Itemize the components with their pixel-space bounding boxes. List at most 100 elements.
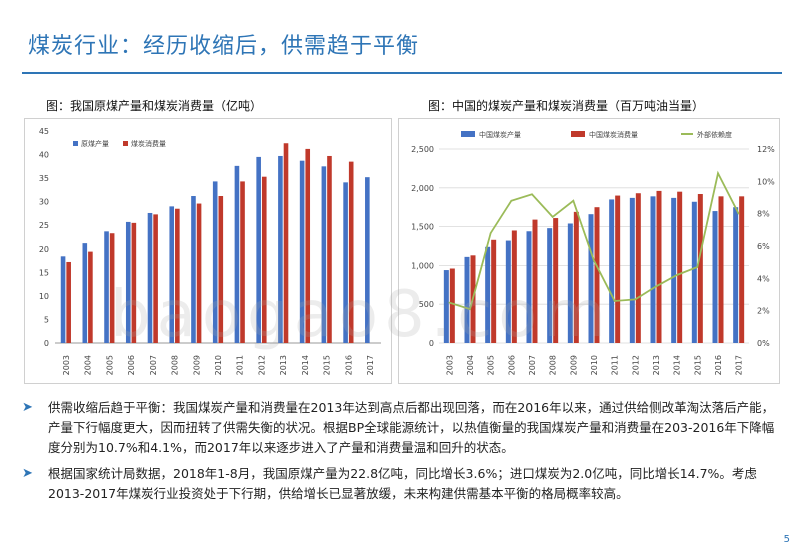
line-point bbox=[634, 298, 637, 301]
bar-consumption bbox=[240, 181, 245, 343]
x-tick-label: 2007 bbox=[528, 355, 537, 375]
line-point bbox=[613, 300, 616, 302]
y-tick-label: 500 bbox=[419, 300, 434, 309]
bar-consumption bbox=[88, 251, 93, 343]
y-tick-label: 2,500 bbox=[411, 145, 434, 154]
y-tick-label: 45 bbox=[39, 127, 49, 136]
y-tick-label: 5 bbox=[44, 315, 49, 324]
legend-label: 煤炭消费量 bbox=[131, 139, 166, 148]
y2-tick-label: 6% bbox=[757, 242, 770, 251]
bar-consumption bbox=[635, 193, 641, 343]
y2-tick-label: 10% bbox=[757, 177, 775, 186]
bar-production bbox=[343, 182, 348, 343]
bar-consumption bbox=[218, 196, 224, 343]
x-tick-label: 2006 bbox=[507, 355, 516, 375]
bullet-text-2: 根据国家统计局数据，2018年1-8月，我国原煤产量为22.8亿吨，同比增长3.… bbox=[48, 466, 757, 501]
x-tick-label: 2009 bbox=[569, 355, 578, 375]
line-point bbox=[593, 259, 595, 262]
bullet-item-2: ➤ 根据国家统计局数据，2018年1-8月，我国原煤产量为22.8亿吨，同比增长… bbox=[22, 464, 782, 504]
x-tick-label: 2012 bbox=[257, 355, 266, 375]
x-tick-label: 2017 bbox=[366, 355, 375, 375]
bar-consumption bbox=[109, 233, 115, 343]
page-number: 5 bbox=[783, 534, 790, 545]
line-point bbox=[737, 212, 740, 215]
y-tick-label: 35 bbox=[39, 174, 49, 183]
x-tick-label: 2017 bbox=[735, 355, 744, 375]
bar-consumption bbox=[196, 203, 202, 343]
x-tick-label: 2013 bbox=[652, 355, 661, 375]
bar-consumption bbox=[553, 218, 559, 343]
bar-production bbox=[691, 201, 697, 343]
bar-production bbox=[588, 214, 594, 343]
bar-consumption bbox=[739, 196, 745, 343]
bar-production bbox=[733, 207, 739, 343]
line-point bbox=[531, 193, 533, 196]
x-tick-label: 2003 bbox=[445, 355, 454, 375]
legend-label: 外部依赖度 bbox=[697, 130, 732, 139]
bar-consumption bbox=[532, 219, 538, 343]
x-tick-label: 2014 bbox=[673, 355, 682, 375]
bar-production bbox=[650, 196, 656, 343]
y-tick-label: 0 bbox=[44, 339, 49, 348]
bar-production bbox=[256, 156, 261, 343]
right-chart-svg: 0 500 1,000 1,500 2,000 2,500 0% 2% 4% 6% 8% 10% 12%… bbox=[411, 130, 775, 375]
x-tick-label: 2013 bbox=[279, 355, 288, 375]
bar-production bbox=[191, 196, 196, 343]
line-point bbox=[655, 285, 657, 288]
bar-production bbox=[712, 211, 718, 343]
arrow-bullet-icon: ➤ bbox=[22, 400, 33, 415]
bar-production bbox=[299, 160, 305, 343]
y2-tick-label: 8% bbox=[757, 210, 770, 219]
bar-production bbox=[82, 243, 88, 343]
x-tick-label: 2004 bbox=[466, 355, 475, 375]
bar-consumption bbox=[327, 155, 332, 343]
x-tick-label: 2003 bbox=[62, 355, 71, 375]
arrow-bullet-icon: ➤ bbox=[22, 466, 33, 481]
bar-production bbox=[485, 246, 491, 343]
line-point bbox=[675, 274, 678, 276]
x-tick-label: 2006 bbox=[127, 355, 136, 375]
bar-consumption bbox=[697, 194, 703, 343]
bar-production bbox=[464, 256, 470, 343]
right-chart-caption: 图：中国的煤炭产量和煤炭消费量（百万吨油当量） bbox=[428, 99, 705, 113]
x-tick-label: 2008 bbox=[549, 355, 558, 375]
watermark: baogao8.com bbox=[110, 278, 612, 352]
bar-production bbox=[169, 206, 175, 343]
bar-consumption bbox=[677, 191, 683, 343]
bullet-text-1: 供需收缩后趋于平衡：我国煤炭产量和消费量在2013年达到高点后都出现回落，而在2… bbox=[48, 400, 775, 455]
legend-label: 原煤产量 bbox=[81, 139, 109, 148]
x-tick-label: 2008 bbox=[171, 355, 180, 375]
bar-consumption bbox=[491, 239, 497, 343]
bullet-item-1: ➤ 供需收缩后趋于平衡：我国煤炭产量和消费量在2013年达到高点后都出现回落，而… bbox=[22, 398, 782, 458]
line-point bbox=[469, 308, 471, 310]
x-tick-label: 2015 bbox=[693, 355, 702, 375]
page-title: 煤炭行业：经历收缩后，供需趋于平衡 bbox=[28, 34, 420, 59]
bar-consumption bbox=[348, 161, 354, 343]
line-point bbox=[717, 172, 719, 175]
line-point bbox=[696, 266, 699, 268]
y2-tick-label: 0% bbox=[757, 339, 770, 348]
bar-consumption bbox=[131, 222, 137, 343]
x-tick-label: 2011 bbox=[236, 355, 245, 375]
bar-consumption bbox=[615, 195, 621, 343]
left-chart-caption: 图：我国原煤产量和煤炭消费量（亿吨） bbox=[46, 99, 263, 113]
bar-consumption bbox=[175, 208, 180, 343]
bar-consumption bbox=[283, 143, 289, 343]
bar-consumption bbox=[449, 268, 455, 343]
y2-tick-label: 4% bbox=[757, 274, 770, 283]
y-tick-label: 15 bbox=[39, 268, 49, 277]
bar-consumption bbox=[153, 214, 158, 343]
x-tick-label: 2010 bbox=[214, 355, 223, 375]
bar-consumption bbox=[261, 176, 267, 343]
bar-production bbox=[147, 212, 153, 343]
x-tick-label: 2015 bbox=[323, 355, 332, 375]
x-tick-label: 2007 bbox=[149, 355, 158, 375]
legend-swatch bbox=[571, 131, 585, 137]
bar-production bbox=[321, 166, 327, 343]
bar-production bbox=[60, 256, 66, 343]
line-point bbox=[510, 199, 513, 202]
y-tick-label: 0 bbox=[429, 339, 434, 348]
x-tick-label: 2005 bbox=[487, 355, 496, 375]
left-chart-svg: 0 5 10 15 20 25 30 35 40 45 2003 2004 2005 2006 2007 20… bbox=[39, 127, 381, 375]
bar-consumption bbox=[66, 261, 71, 343]
